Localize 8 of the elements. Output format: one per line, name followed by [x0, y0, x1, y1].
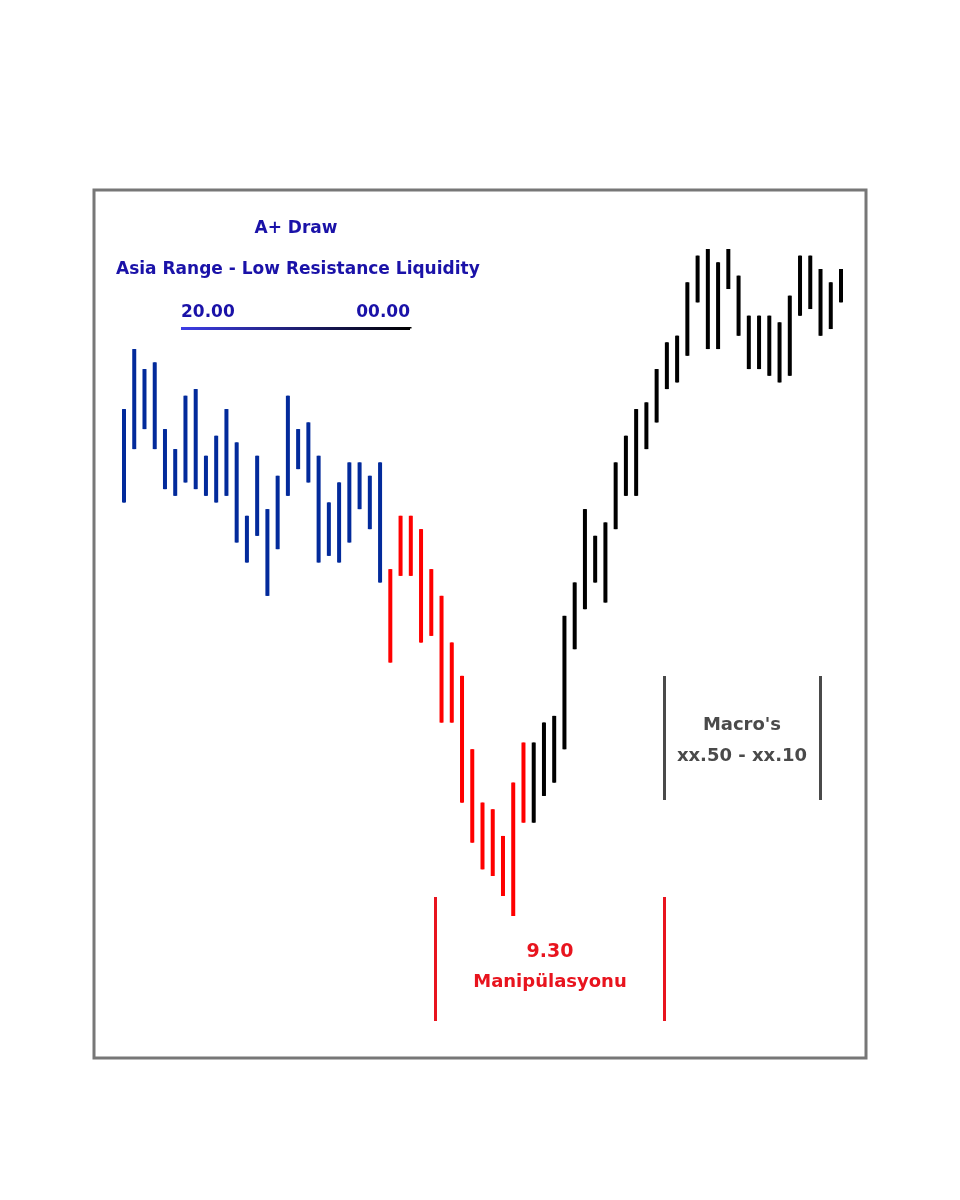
chart-title: A+ Draw — [254, 217, 338, 237]
text: Manipülasyonu — [473, 970, 627, 991]
annotation: 20.00 — [181, 301, 235, 321]
annotation: Macro's — [702, 713, 782, 734]
text: 9.30 — [526, 939, 574, 961]
text: Asia Range - Low Resistance Liquidity — [116, 258, 480, 278]
annotation: xx.50 - xx.10 — [676, 744, 808, 765]
annotation: 00.00 — [356, 301, 411, 321]
